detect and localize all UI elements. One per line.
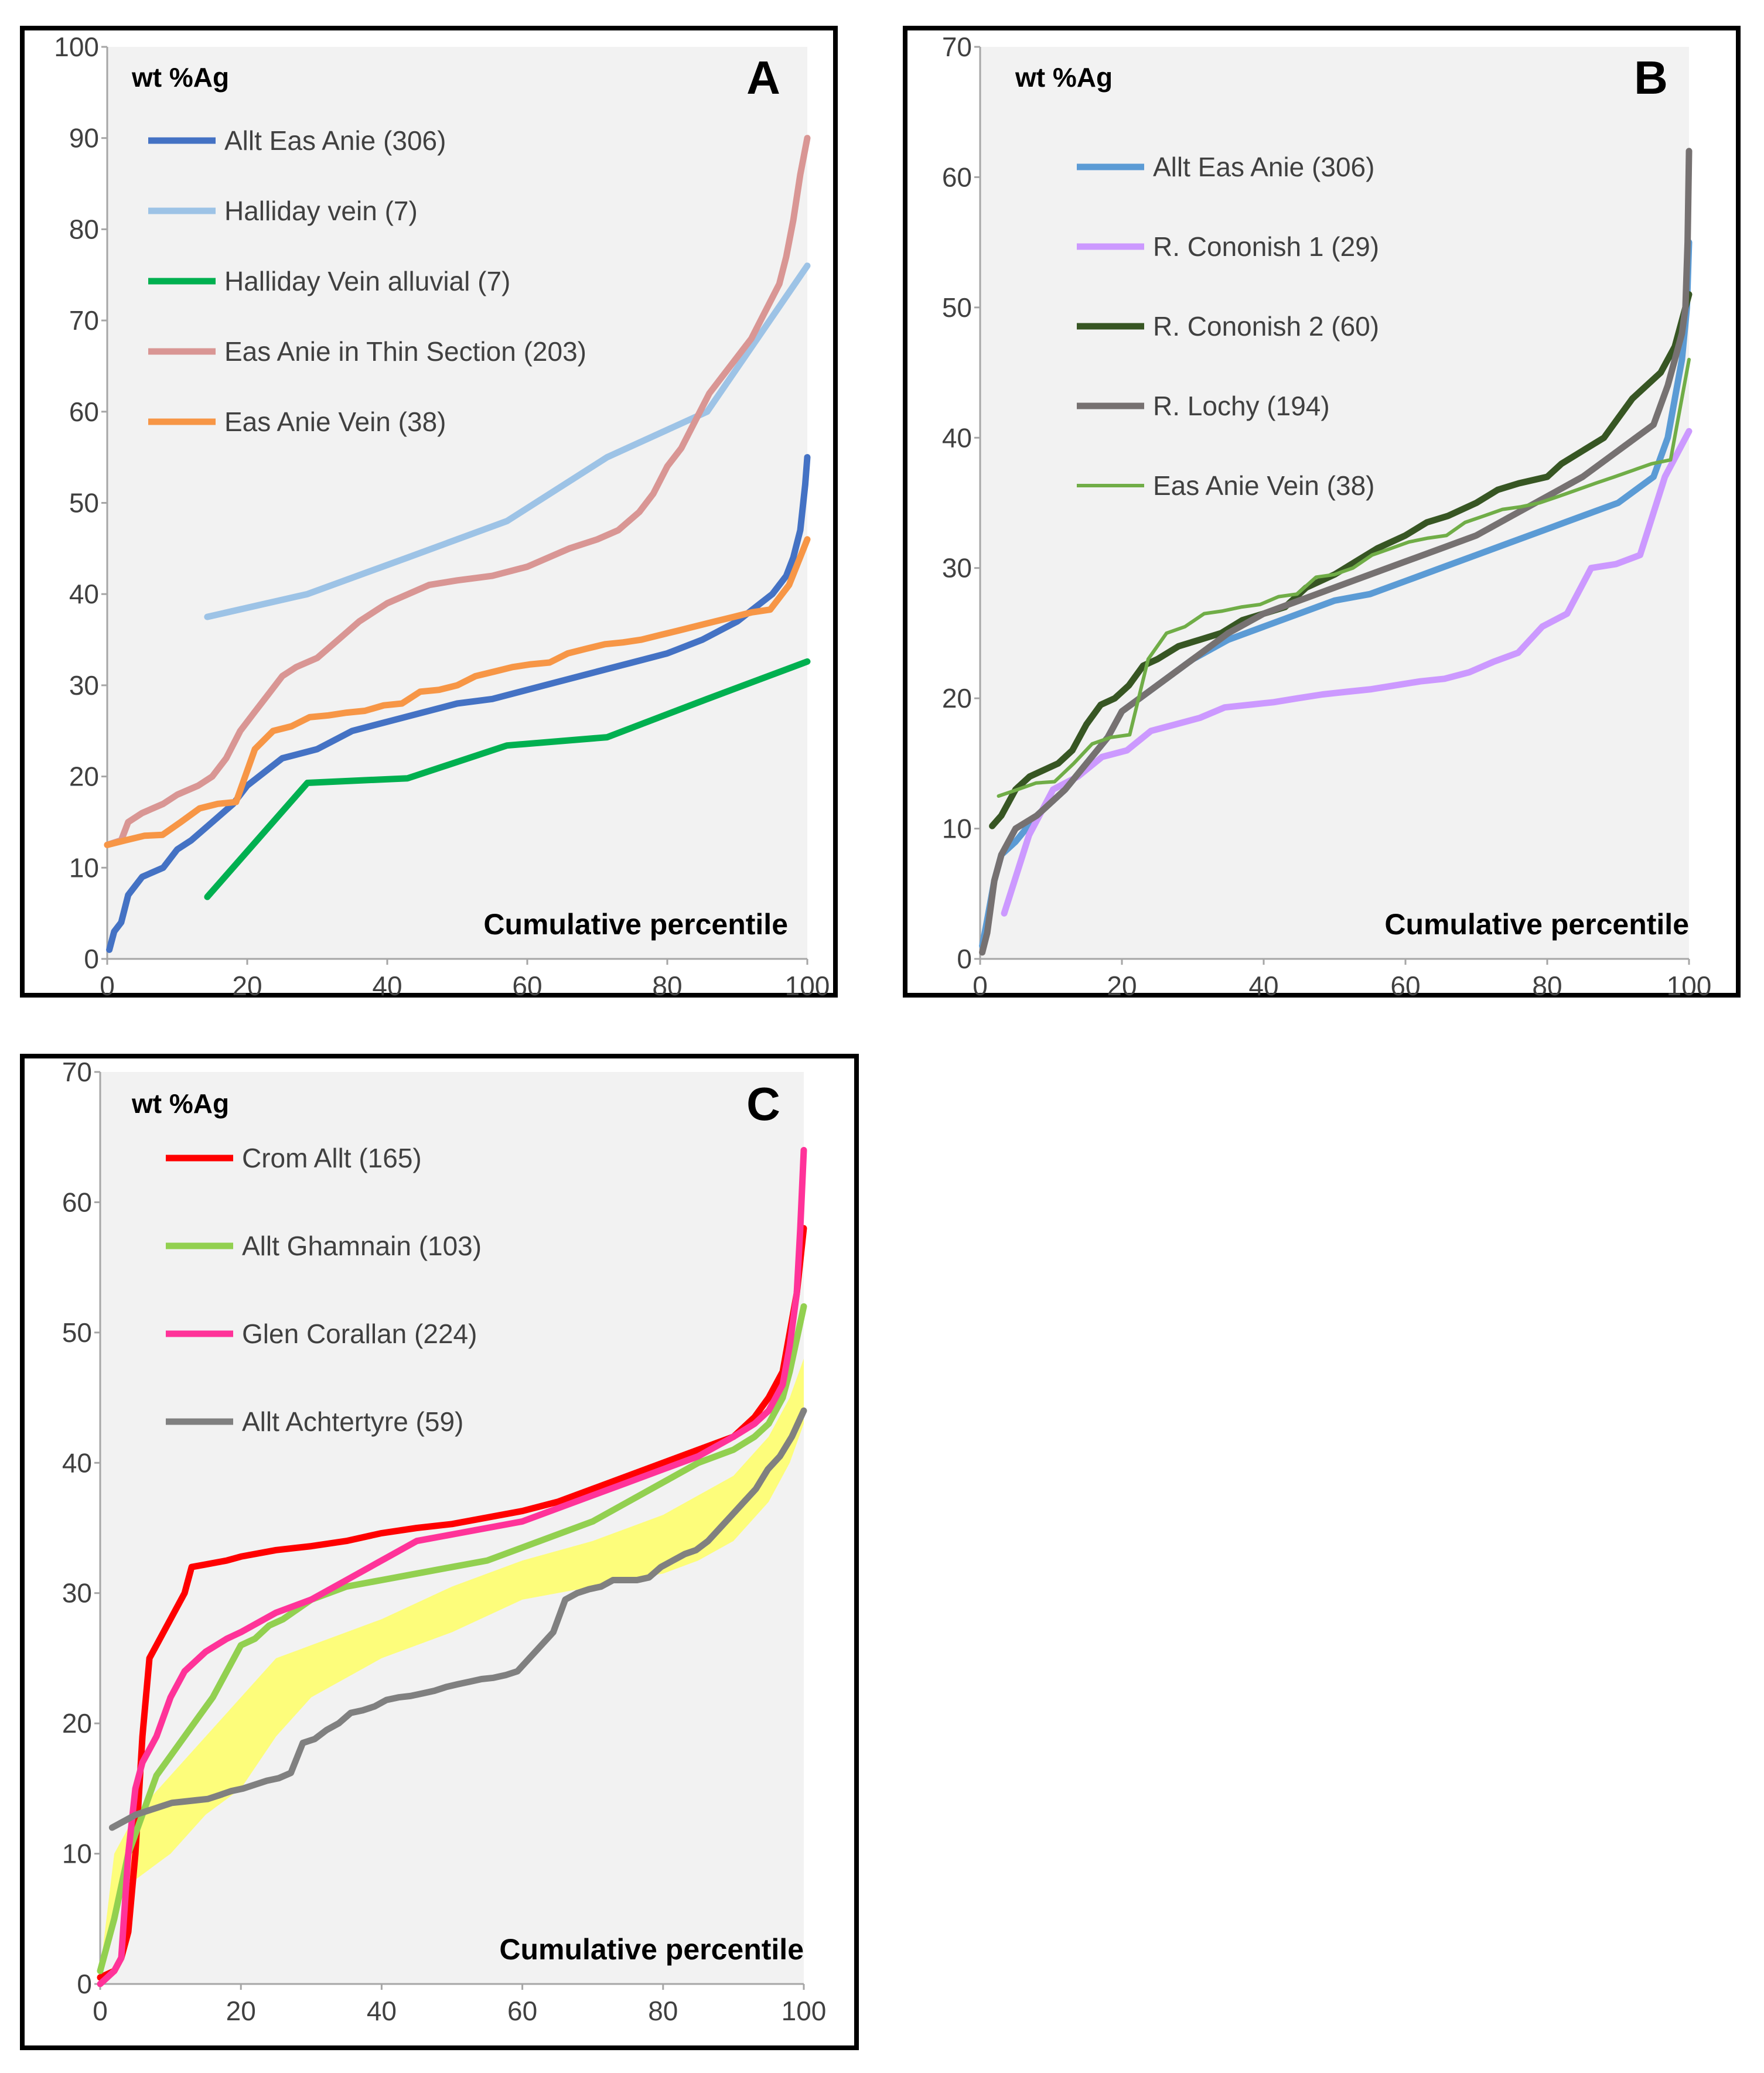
panel-c-y-tick-label: 60: [62, 1187, 92, 1217]
panel-b: 0 10 20 30 40 50 60 70 0 20 40 60 80 100 wt %Ag B Cumula…: [903, 26, 1741, 1001]
panel-a-legend-label: Eas Anie in Thin Section (203): [224, 336, 586, 367]
panel-b-legend: Allt Eas Anie (306) R. Cononish 1 (29) R. …: [1077, 152, 1379, 501]
panel-a-series-line-3: [204, 658, 811, 900]
panel-a-series-line-2: [204, 262, 811, 620]
panel-c-legend-label: Allt Achtertyre (59): [242, 1406, 463, 1437]
panel-a-x-axis-title: Cumulative percentile: [483, 908, 788, 941]
panel-a-series-line-1: [106, 454, 811, 953]
panel-a-y-tick-label: 20: [69, 761, 99, 792]
panel-c-y-axis-title: wt %Ag: [131, 1088, 229, 1119]
panel-a-y-tick-label: 90: [69, 123, 99, 153]
panel-b-x-tick-label: 60: [1390, 971, 1420, 1001]
panel-b-x-tick-label: 100: [1667, 971, 1712, 1001]
panel-c-legend: Crom Allt (165) Allt Ghamnain (103) Glen C…: [166, 1143, 482, 1437]
panel-b-x-axis-title: Cumulative percentile: [1384, 908, 1689, 941]
panel-a-y-tick-label: 70: [69, 305, 99, 336]
panel-b-x-tick-label: 0: [973, 971, 988, 1001]
panel-c-series-line-4: [108, 1407, 807, 1831]
panel-b-y-tick-label: 20: [942, 683, 972, 713]
panel-a-y-tick-label: 40: [69, 579, 99, 609]
panel-c-legend-label: Crom Allt (165): [242, 1143, 422, 1173]
panel-c-x-tick-label: 80: [648, 1996, 678, 2026]
panel-a-y-axis-title: wt %Ag: [131, 62, 229, 93]
panel-b-y-tick-label: 40: [942, 422, 972, 453]
panel-a-legend-label: Halliday Vein alluvial (7): [224, 266, 510, 296]
panel-c-x-tick-label: 100: [782, 1996, 827, 2026]
panel-b-y-tick-label: 50: [942, 292, 972, 323]
panel-c-y-tick-label: 10: [62, 1839, 92, 1869]
panel-a-x-tick-label: 60: [512, 971, 542, 1001]
panel-b-y-axis-title: wt %Ag: [1015, 62, 1113, 93]
panel-b-panel-label: B: [1634, 52, 1668, 104]
panel-a-x-tick-label: 20: [232, 971, 262, 1001]
panel-c-legend-label: Glen Corallan (224): [242, 1319, 477, 1349]
panel-b-series-line-3: [989, 291, 1693, 829]
panel-a-series-line-5: [104, 536, 811, 848]
panel-a-legend: Allt Eas Anie (306) Halliday vein (7) Hall…: [148, 125, 586, 437]
panel-b-y-tick-label: 10: [942, 814, 972, 844]
panel-a-y-tick-label: 0: [84, 944, 99, 974]
panel-b-y-tick-label: 30: [942, 553, 972, 583]
panel-a-series-line-4: [104, 135, 811, 848]
panel-b-legend-label: Eas Anie Vein (38): [1153, 470, 1374, 501]
panel-c-y-tick-label: 0: [77, 1969, 92, 1999]
panel-a-panel-label: A: [746, 52, 780, 104]
panel-c-x-tick-label: 60: [507, 1996, 537, 2026]
panel-a-y-tick-label: 10: [69, 852, 99, 883]
panel-a-plot-area: [107, 47, 807, 959]
panel-a-y-tick-label: 50: [69, 488, 99, 518]
panel-a-y-tick-label: 30: [69, 670, 99, 701]
panel-b-series-line-2: [1001, 428, 1693, 917]
panel-a-y-tick-label: 60: [69, 397, 99, 427]
panel-b-x-tick-label: 80: [1532, 971, 1562, 1001]
panel-a-legend-label: Allt Eas Anie (306): [224, 125, 446, 156]
panel-c-y-tick-label: 30: [62, 1578, 92, 1608]
panel-b-x-tick-label: 40: [1248, 971, 1278, 1001]
panel-b-legend-label: R. Lochy (194): [1153, 391, 1330, 421]
panel-c-x-tick-label: 40: [367, 1996, 397, 2026]
panel-b-y-tick-label: 60: [942, 162, 972, 192]
panel-c-y-tick-label: 50: [62, 1317, 92, 1348]
panel-a-x-tick-label: 100: [785, 971, 830, 1001]
panel-c-legend-label: Allt Ghamnain (103): [242, 1231, 482, 1261]
panel-c-y-tick-label: 20: [62, 1708, 92, 1739]
panel-a-y-tick-label: 100: [54, 32, 99, 62]
panel-b-legend-label: Allt Eas Anie (306): [1153, 152, 1374, 182]
panel-a-legend-label: Eas Anie Vein (38): [224, 407, 446, 437]
panel-c-y-tick-label: 70: [62, 1057, 92, 1087]
panel-c-series-line-3: [97, 1147, 807, 1987]
panel-c-x-tick-label: 0: [93, 1996, 108, 2026]
panel-c-y-tick-label: 40: [62, 1447, 92, 1478]
panel-c-x-axis-title: Cumulative percentile: [499, 1933, 804, 1966]
panel-c-series-line-2: [97, 1303, 807, 1975]
panel-b-series-line-4: [979, 148, 1693, 956]
panel-b-legend-label: R. Cononish 1 (29): [1153, 231, 1379, 262]
panel-a-x-tick-label: 0: [100, 971, 115, 1001]
panel-b-x-tick-label: 20: [1107, 971, 1137, 1001]
panel-a-y-tick-label: 80: [69, 214, 99, 244]
panel-b-legend-label: R. Cononish 2 (60): [1153, 311, 1379, 341]
panel-a: 0 10 20 30 40 50 60 70 80 90 100 0 20 40 60 80 100 wt %Ag…: [20, 26, 838, 1001]
panel-b-series-line-5: [997, 357, 1691, 798]
panel-b-plot-area: [980, 47, 1689, 959]
panel-b-y-tick-label: 70: [942, 32, 972, 62]
panel-a-legend-label: Halliday vein (7): [224, 196, 418, 226]
panel-c: 0 10 20 30 40 50 60 70 0 20 40 60 80 100 wt %Ag C Cumula…: [20, 1054, 859, 2050]
panel-a-x-tick-label: 80: [652, 971, 682, 1001]
panel-c-x-tick-label: 20: [226, 1996, 256, 2026]
panel-a-x-tick-label: 40: [372, 971, 402, 1001]
panel-b-y-tick-label: 0: [957, 944, 972, 974]
panel-c-panel-label: C: [746, 1078, 780, 1130]
